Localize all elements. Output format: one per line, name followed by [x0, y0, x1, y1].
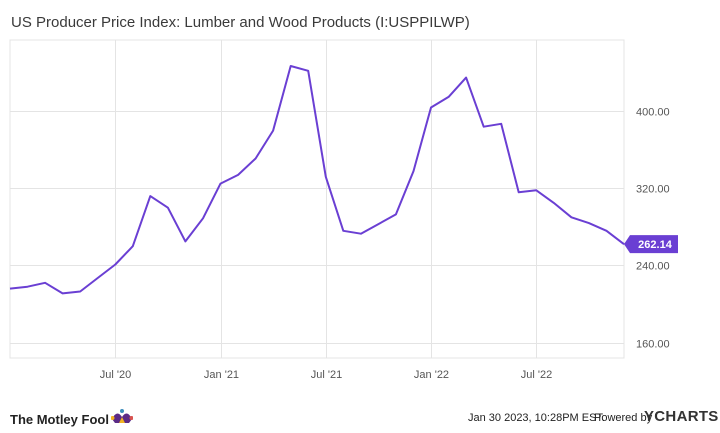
data-point: [307, 70, 309, 72]
data-point: [483, 126, 485, 128]
data-point: [360, 233, 362, 235]
data-point: [202, 217, 204, 219]
data-point: [518, 191, 520, 193]
ycharts-brand: YCHARTS: [644, 408, 719, 425]
y-tick-label: 320.00: [636, 184, 670, 196]
data-point: [570, 216, 572, 218]
ycharts-logo[interactable]: YCHARTS: [644, 408, 719, 425]
motley-fool-logo[interactable]: The Motley Fool: [10, 405, 134, 431]
timestamp: Jan 30 2023, 10:28PM EST.: [468, 412, 605, 424]
data-point: [606, 230, 608, 232]
data-point: [167, 207, 169, 209]
data-point: [535, 189, 537, 191]
x-tick-label: Jan '22: [414, 369, 449, 381]
x-tick-label: Jul '22: [521, 369, 552, 381]
data-point: [342, 230, 344, 232]
series-line: [9, 65, 625, 295]
data-point: [255, 158, 257, 160]
jester-hat-icon: [110, 405, 134, 428]
data-point: [465, 77, 467, 79]
x-tick-label: Jul '21: [311, 369, 342, 381]
powered-by-text: Powered by: [594, 412, 653, 424]
data-point: [114, 264, 116, 266]
data-point: [149, 195, 151, 197]
x-tick-label: Jul '20: [100, 369, 131, 381]
data-point: [220, 183, 222, 185]
last-value-marker: [624, 235, 678, 254]
data-point: [62, 292, 64, 294]
plot-border: [9, 39, 625, 359]
data-point: [184, 240, 186, 242]
x-tick-label: Jan '21: [204, 369, 239, 381]
data-point: [395, 213, 397, 215]
y-tick-label: 400.00: [636, 107, 670, 119]
data-point: [448, 96, 450, 98]
data-point: [377, 223, 379, 225]
logo-text: The Motley Fool: [10, 412, 109, 427]
labels: 262.14: [624, 235, 678, 254]
series: [9, 65, 625, 295]
data-point: [588, 222, 590, 224]
data-point: [237, 174, 239, 176]
data-point: [413, 170, 415, 172]
data-point: [27, 286, 29, 288]
data-point: [79, 291, 81, 293]
data-point: [553, 202, 555, 204]
chart-title: US Producer Price Index: Lumber and Wood…: [11, 14, 470, 31]
data-point: [97, 277, 99, 279]
grid: [9, 39, 625, 359]
footer: The Motley Fool Jan 30 2023, 10:28PM EST…: [0, 400, 720, 433]
data-point: [132, 245, 134, 247]
last-value-label: 262.14: [638, 239, 673, 251]
y-tick-label: 160.00: [636, 339, 670, 351]
data-point: [272, 130, 274, 132]
y-tick-label: 240.00: [636, 261, 670, 273]
line-chart: 160.00 240.00 320.00 400.00 Jul '20 Jan '21 Ju…: [9, 39, 678, 382]
axes: 160.00 240.00 320.00 400.00 Jul '20 Jan '21 Ju…: [100, 107, 670, 382]
data-point: [9, 288, 11, 290]
data-point: [430, 107, 432, 109]
data-point: [44, 282, 46, 284]
data-point: [290, 65, 292, 67]
data-point: [500, 123, 502, 125]
data-point: [325, 176, 327, 178]
